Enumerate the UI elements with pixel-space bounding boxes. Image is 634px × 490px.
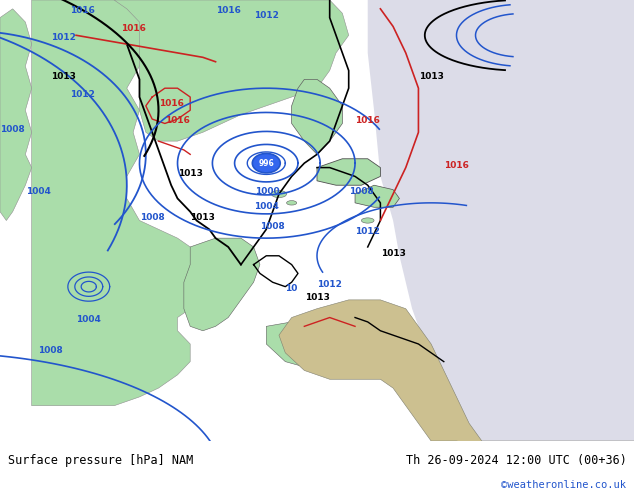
Text: 1016: 1016: [158, 99, 184, 108]
Text: Surface pressure [hPa] NAM: Surface pressure [hPa] NAM: [8, 454, 193, 467]
Text: 1004: 1004: [25, 187, 51, 196]
Polygon shape: [32, 0, 209, 406]
Text: ©weatheronline.co.uk: ©weatheronline.co.uk: [501, 480, 626, 490]
Polygon shape: [0, 9, 32, 220]
Text: 1008: 1008: [0, 125, 25, 134]
Polygon shape: [292, 79, 342, 154]
Text: 1012: 1012: [254, 11, 279, 20]
Text: 1012: 1012: [317, 280, 342, 289]
Ellipse shape: [271, 191, 287, 197]
Text: 1016: 1016: [120, 24, 146, 33]
Text: 1013: 1013: [380, 249, 406, 258]
Ellipse shape: [287, 201, 297, 205]
Text: 1008: 1008: [38, 346, 63, 355]
Text: 1012: 1012: [355, 227, 380, 236]
Text: 1016: 1016: [70, 6, 95, 15]
Polygon shape: [368, 0, 634, 441]
Text: 10: 10: [285, 284, 298, 293]
Text: 996: 996: [259, 159, 274, 168]
Text: 1004: 1004: [76, 315, 101, 324]
Ellipse shape: [361, 218, 374, 223]
Polygon shape: [279, 300, 634, 445]
Text: 1013: 1013: [51, 73, 76, 81]
Text: 1000: 1000: [256, 187, 280, 196]
Text: 1004: 1004: [254, 202, 279, 211]
Text: 1016: 1016: [444, 161, 469, 170]
Text: 1016: 1016: [355, 117, 380, 125]
Text: Th 26-09-2024 12:00 UTC (00+36): Th 26-09-2024 12:00 UTC (00+36): [406, 454, 626, 467]
Text: 1013: 1013: [190, 214, 216, 222]
Text: 1013: 1013: [304, 293, 330, 302]
Circle shape: [252, 153, 280, 173]
Text: 1013: 1013: [178, 170, 203, 178]
Text: 1008: 1008: [349, 187, 374, 196]
Polygon shape: [266, 318, 393, 370]
Text: 1012: 1012: [70, 90, 95, 99]
Text: 1016: 1016: [165, 117, 190, 125]
Text: 1008: 1008: [139, 214, 165, 222]
Text: 1008: 1008: [260, 222, 285, 231]
Polygon shape: [184, 238, 260, 331]
Text: 1013: 1013: [418, 73, 444, 81]
Polygon shape: [355, 185, 399, 207]
Polygon shape: [114, 0, 349, 141]
Polygon shape: [317, 159, 380, 185]
Text: 1016: 1016: [216, 6, 241, 15]
Text: 1012: 1012: [51, 33, 76, 42]
